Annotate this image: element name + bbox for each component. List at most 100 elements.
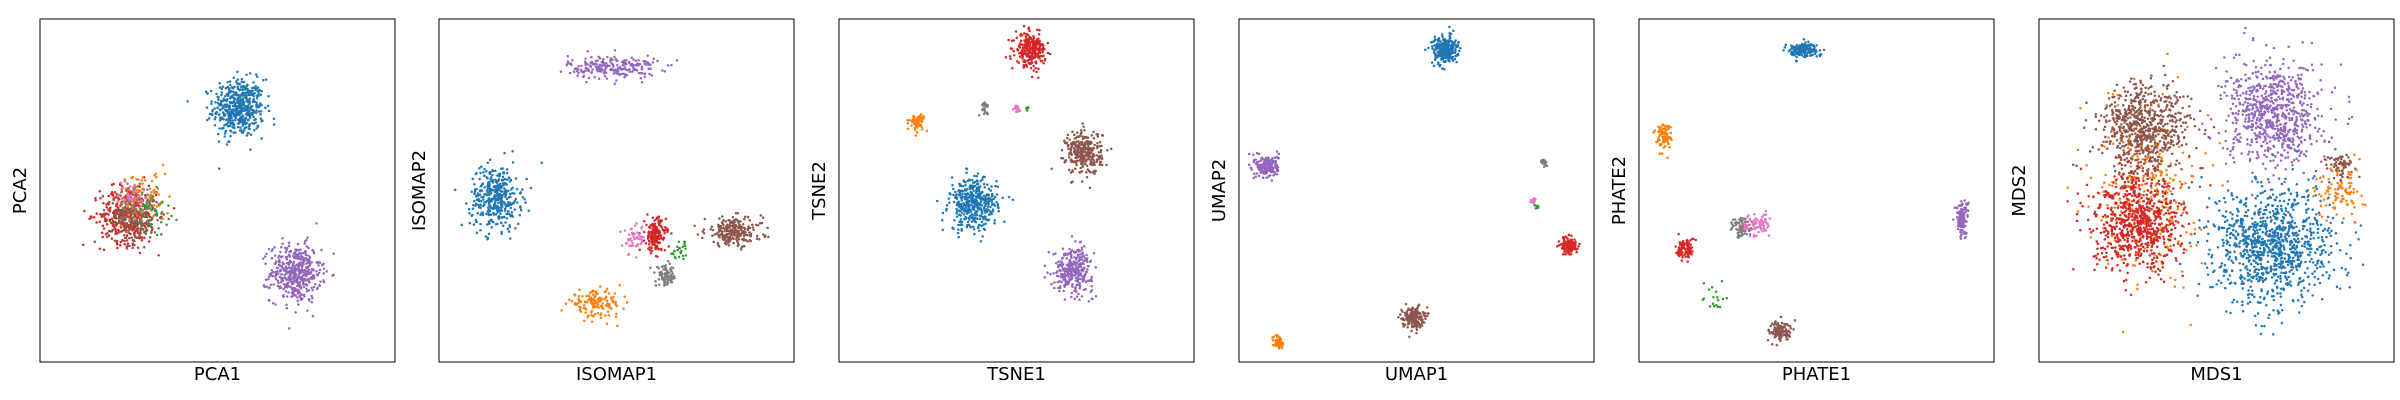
data-point <box>594 299 597 302</box>
data-point <box>634 68 637 72</box>
data-point <box>743 215 747 218</box>
data-point <box>109 192 113 196</box>
data-point <box>485 223 489 226</box>
data-point <box>668 262 672 266</box>
data-point <box>256 75 259 78</box>
data-point <box>612 65 615 68</box>
data-point <box>758 222 762 225</box>
data-point <box>157 227 160 230</box>
data-point <box>312 285 316 289</box>
data-point <box>712 240 715 244</box>
data-point <box>739 234 742 237</box>
data-point <box>1009 47 1013 50</box>
data-point <box>1069 261 1072 265</box>
data-point <box>241 124 245 127</box>
data-point <box>1086 264 1090 268</box>
data-point <box>316 286 319 289</box>
data-point <box>301 297 304 301</box>
data-point <box>238 109 241 113</box>
data-point <box>632 63 635 67</box>
data-point <box>227 106 231 109</box>
data-point <box>1068 156 1071 159</box>
data-point <box>307 297 311 301</box>
data-point <box>167 204 170 207</box>
data-point <box>596 300 600 303</box>
data-point <box>226 121 230 124</box>
data-point <box>1064 252 1067 255</box>
data-point <box>102 215 106 218</box>
data-point <box>960 199 963 202</box>
data-point <box>651 216 655 219</box>
data-point <box>242 80 246 84</box>
data-point <box>634 256 638 259</box>
data-point <box>615 70 619 73</box>
data-point <box>640 235 644 239</box>
data-point <box>287 263 291 267</box>
data-point <box>155 185 158 189</box>
data-point <box>101 224 105 227</box>
data-point <box>957 194 961 197</box>
cluster-blue <box>1424 25 1462 71</box>
data-point <box>967 206 971 209</box>
data-point <box>318 261 322 264</box>
data-point <box>958 183 962 186</box>
data-point <box>225 122 228 126</box>
data-point <box>493 202 497 205</box>
data-point <box>505 171 509 175</box>
data-point <box>1066 133 1070 137</box>
data-point <box>658 220 661 224</box>
data-point <box>318 284 321 287</box>
data-point <box>120 224 123 228</box>
data-point <box>505 168 509 171</box>
data-point <box>120 198 123 201</box>
data-point <box>959 218 963 221</box>
data-point <box>284 265 287 268</box>
data-point <box>478 198 481 202</box>
data-point <box>941 211 945 215</box>
data-point <box>751 226 755 229</box>
data-point <box>605 287 609 291</box>
data-point <box>132 187 136 191</box>
data-point <box>243 119 247 123</box>
data-point <box>1091 170 1095 174</box>
data-point <box>170 214 173 218</box>
data-point <box>1035 70 1038 74</box>
data-point <box>1065 136 1069 140</box>
data-point <box>131 221 135 225</box>
data-point <box>1042 47 1045 51</box>
data-point <box>217 98 220 101</box>
data-point <box>105 235 109 239</box>
data-point <box>606 302 610 306</box>
data-point <box>973 174 976 178</box>
data-point <box>1252 160 1256 164</box>
data-point <box>244 92 247 96</box>
data-point <box>968 204 971 207</box>
data-point <box>144 212 148 216</box>
data-point <box>115 204 118 208</box>
data-point <box>294 248 297 251</box>
data-point <box>766 226 769 230</box>
tsne-y-axis-label: TSNE2 <box>809 161 830 221</box>
data-point <box>990 198 994 202</box>
data-point <box>141 176 144 179</box>
data-point <box>1432 64 1436 68</box>
data-point <box>986 219 989 222</box>
data-point <box>1067 275 1070 279</box>
data-point <box>267 247 271 251</box>
data-point <box>298 268 302 272</box>
tsne-points <box>906 24 1113 303</box>
data-point <box>148 200 151 204</box>
data-point <box>234 115 237 119</box>
data-point <box>116 242 119 246</box>
data-point <box>153 173 156 177</box>
data-point <box>121 238 124 242</box>
data-point <box>605 77 609 80</box>
data-point <box>236 70 239 73</box>
data-point <box>635 231 639 234</box>
data-point <box>140 219 144 223</box>
data-point <box>308 256 312 259</box>
data-point <box>485 212 488 215</box>
data-point <box>657 215 661 218</box>
data-point <box>576 67 579 71</box>
data-point <box>623 66 627 69</box>
